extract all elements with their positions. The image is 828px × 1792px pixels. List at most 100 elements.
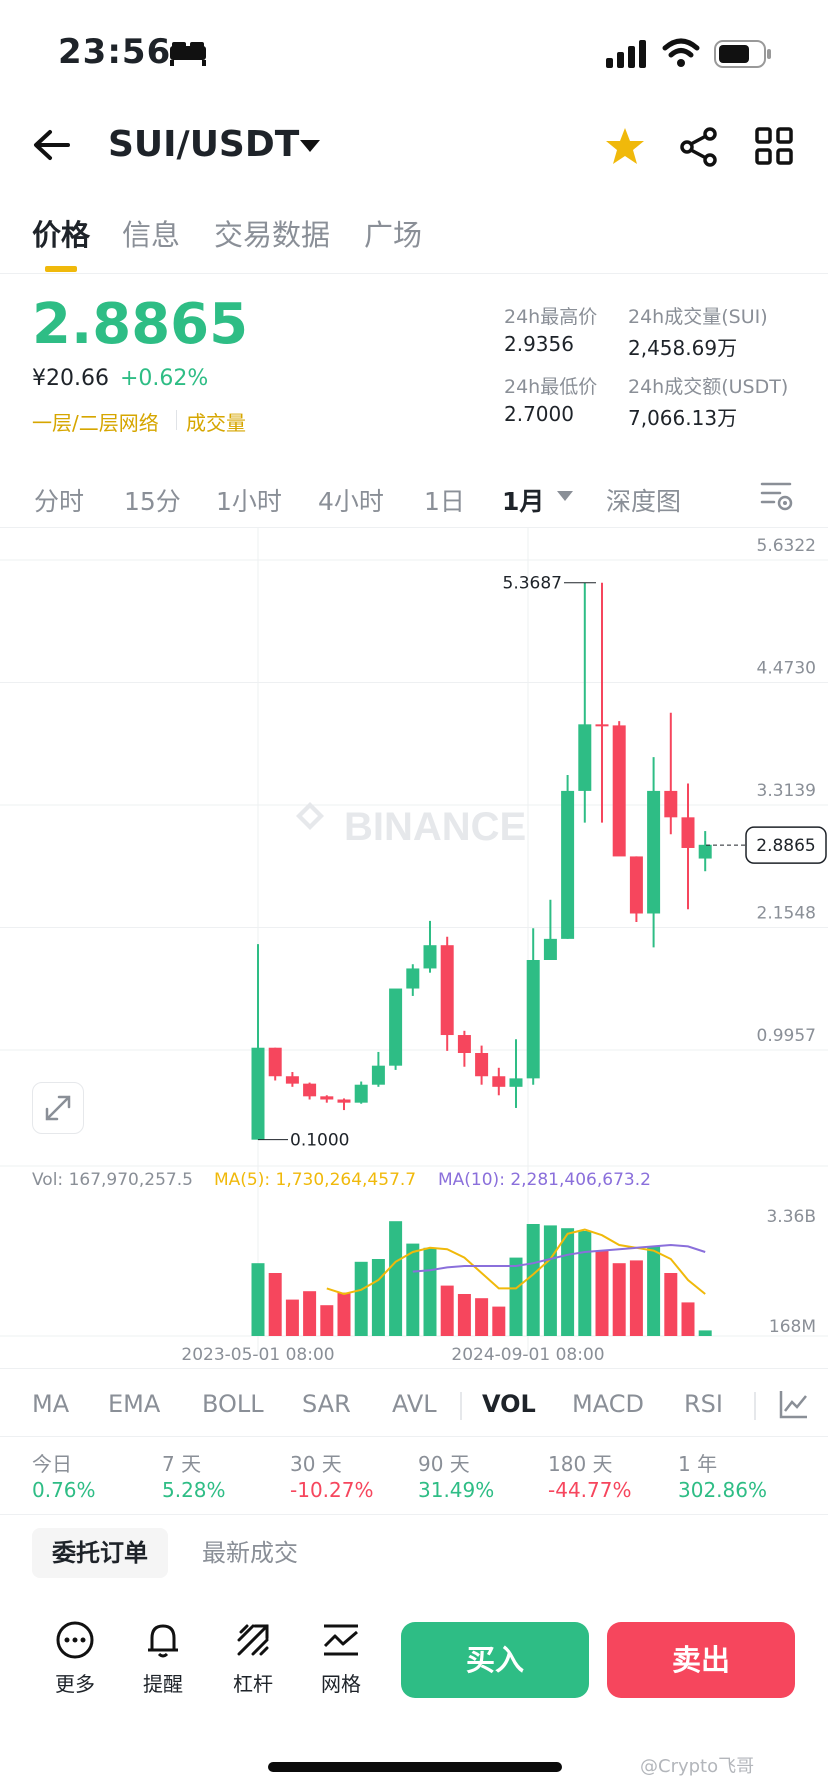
- cny-price: ¥20.66: [32, 366, 109, 391]
- volume-legend-ma10: MA(10): 2,281,406,673.2: [438, 1170, 651, 1190]
- candle-body: [303, 1083, 317, 1097]
- more-button[interactable]: 更多: [40, 1620, 110, 1697]
- volume-bar: [251, 1263, 265, 1336]
- pair-title[interactable]: SUI/USDT: [108, 124, 300, 165]
- candle-body: [629, 856, 643, 914]
- alert-button[interactable]: 提醒: [128, 1620, 198, 1697]
- back-arrow-icon[interactable]: [32, 128, 72, 162]
- grid-icon[interactable]: [754, 126, 794, 166]
- stat-low-label: 24h最低价: [504, 376, 598, 398]
- candle-body: [526, 959, 540, 1079]
- stat-high-label: 24h最高价: [504, 306, 598, 328]
- leverage-label: 杠杆: [233, 1672, 273, 1696]
- price-tick-label: 3.3139: [757, 781, 816, 801]
- volume-bar: [595, 1250, 609, 1336]
- tab-trading-data[interactable]: 交易数据: [214, 218, 331, 252]
- volume-bar: [561, 1228, 575, 1336]
- tab-open-orders[interactable]: 委托订单: [32, 1528, 168, 1578]
- ma10-line: [412, 1243, 706, 1273]
- indicator-ema[interactable]: EMA: [108, 1390, 161, 1418]
- price-tick-label: 2.1548: [757, 904, 816, 924]
- tab-price[interactable]: 价格: [32, 218, 91, 252]
- stat-low-value: 2.7000: [504, 402, 574, 426]
- low-price-label: 0.1000: [290, 1131, 349, 1151]
- indicator-rsi[interactable]: RSI: [684, 1390, 723, 1418]
- expand-chart-button[interactable]: [32, 1082, 84, 1134]
- performance-value: 0.76%: [32, 1478, 96, 1502]
- timeframe-1d[interactable]: 1日: [424, 487, 465, 516]
- price-chart[interactable]: BINANCE 5.6322 4.4730 3.3139 2.1548 0.9957 5.…: [0, 528, 828, 1368]
- candle-body: [681, 817, 695, 848]
- buy-button[interactable]: 买入: [401, 1622, 589, 1698]
- stat-turnover-label: 24h成交额(USDT): [628, 376, 789, 398]
- divider: [0, 1368, 828, 1369]
- grid-trading-icon: [323, 1624, 358, 1656]
- timeframe-1mo[interactable]: 1月: [502, 487, 545, 516]
- last-price: 2.8865: [32, 292, 249, 357]
- bell-icon: [148, 1624, 178, 1658]
- stat-volume-value: 2,458.69万: [628, 336, 738, 360]
- share-icon[interactable]: [678, 126, 720, 168]
- price-tick-label: 0.9957: [757, 1026, 816, 1046]
- volume-bar: [647, 1246, 661, 1336]
- volume-bar: [475, 1298, 489, 1336]
- tab-square[interactable]: 广场: [364, 218, 423, 252]
- more-label: 更多: [55, 1672, 95, 1696]
- divider: [0, 1514, 828, 1515]
- candle-body: [320, 1096, 334, 1100]
- volume-bar: [320, 1305, 334, 1336]
- price-change-percent: +0.62%: [120, 366, 209, 391]
- timeframe-caret-icon[interactable]: [556, 490, 574, 502]
- volume-bar: [578, 1231, 592, 1336]
- timeframe-time-share[interactable]: 分时: [34, 487, 85, 516]
- alert-label: 提醒: [143, 1672, 183, 1696]
- indicator-sar[interactable]: SAR: [302, 1390, 351, 1418]
- indicator-ma[interactable]: MA: [32, 1390, 70, 1418]
- candle-body: [337, 1099, 351, 1103]
- battery-icon: [714, 40, 771, 68]
- expand-icon: [45, 1095, 71, 1121]
- timeframe-1h[interactable]: 1小时: [216, 487, 282, 516]
- grid-trading-button[interactable]: 网格: [306, 1620, 376, 1697]
- tab-info[interactable]: 信息: [122, 218, 181, 252]
- ma5-line: [326, 1228, 706, 1296]
- indicator-avl[interactable]: AVL: [392, 1390, 437, 1418]
- sleep-mode-icon: [170, 42, 206, 66]
- timeframe-depth[interactable]: 深度图: [606, 487, 682, 516]
- performance-label: 今日: [32, 1452, 72, 1476]
- price-tick-label: 4.4730: [757, 659, 816, 679]
- star-icon[interactable]: [604, 126, 646, 166]
- candle-body: [698, 844, 712, 859]
- status-time: 23:56: [58, 32, 172, 72]
- timeframe-15m[interactable]: 15分: [124, 487, 181, 516]
- volume-bar: [337, 1292, 351, 1336]
- leverage-button[interactable]: 杠杆: [218, 1620, 288, 1697]
- chart-settings-icon[interactable]: [760, 480, 794, 512]
- dropdown-caret-icon[interactable]: [298, 138, 322, 154]
- tag-volume[interactable]: 成交量: [186, 411, 246, 435]
- performance-label: 1 年: [678, 1452, 718, 1476]
- sell-button[interactable]: 卖出: [607, 1622, 795, 1698]
- candle-body: [457, 1035, 471, 1054]
- wifi-icon: [662, 38, 700, 67]
- current-price-box: [745, 826, 827, 864]
- indicator-macd[interactable]: MACD: [572, 1390, 644, 1418]
- stat-high-value: 2.9356: [504, 332, 574, 356]
- candle-body: [612, 725, 626, 857]
- indicator-settings-icon[interactable]: [778, 1388, 810, 1420]
- tab-recent-trades[interactable]: 最新成交: [202, 1539, 298, 1567]
- stat-volume-label: 24h成交量(SUI): [628, 306, 768, 328]
- timeframe-4h[interactable]: 4小时: [318, 487, 384, 516]
- volume-bar: [526, 1224, 540, 1336]
- candle-body: [509, 1078, 523, 1087]
- candle-body: [440, 945, 454, 1036]
- volume-bar: [423, 1247, 437, 1336]
- indicator-boll[interactable]: BOLL: [202, 1390, 264, 1418]
- candle-body: [475, 1053, 489, 1077]
- performance-value: -10.27%: [290, 1478, 374, 1502]
- volume-bar: [492, 1306, 506, 1336]
- performance-value: 5.28%: [162, 1478, 226, 1502]
- tag-layer[interactable]: 一层/二层网络: [32, 411, 159, 435]
- indicator-vol[interactable]: VOL: [482, 1390, 536, 1418]
- volume-bar: [406, 1243, 420, 1336]
